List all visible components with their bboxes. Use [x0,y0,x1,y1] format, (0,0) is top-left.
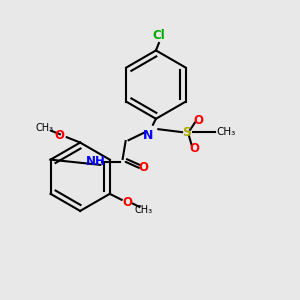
Text: NH: NH [86,155,106,168]
Text: CH₃: CH₃ [35,123,53,133]
Text: N: N [143,129,154,142]
Text: O: O [189,142,199,155]
Text: O: O [139,161,148,174]
Text: O: O [123,196,133,209]
Text: CH₃: CH₃ [216,127,236,137]
Text: O: O [54,129,64,142]
Text: O: O [194,114,203,127]
Text: CH₃: CH₃ [135,205,153,215]
Text: Cl: Cl [152,28,165,41]
Text: S: S [182,126,191,139]
